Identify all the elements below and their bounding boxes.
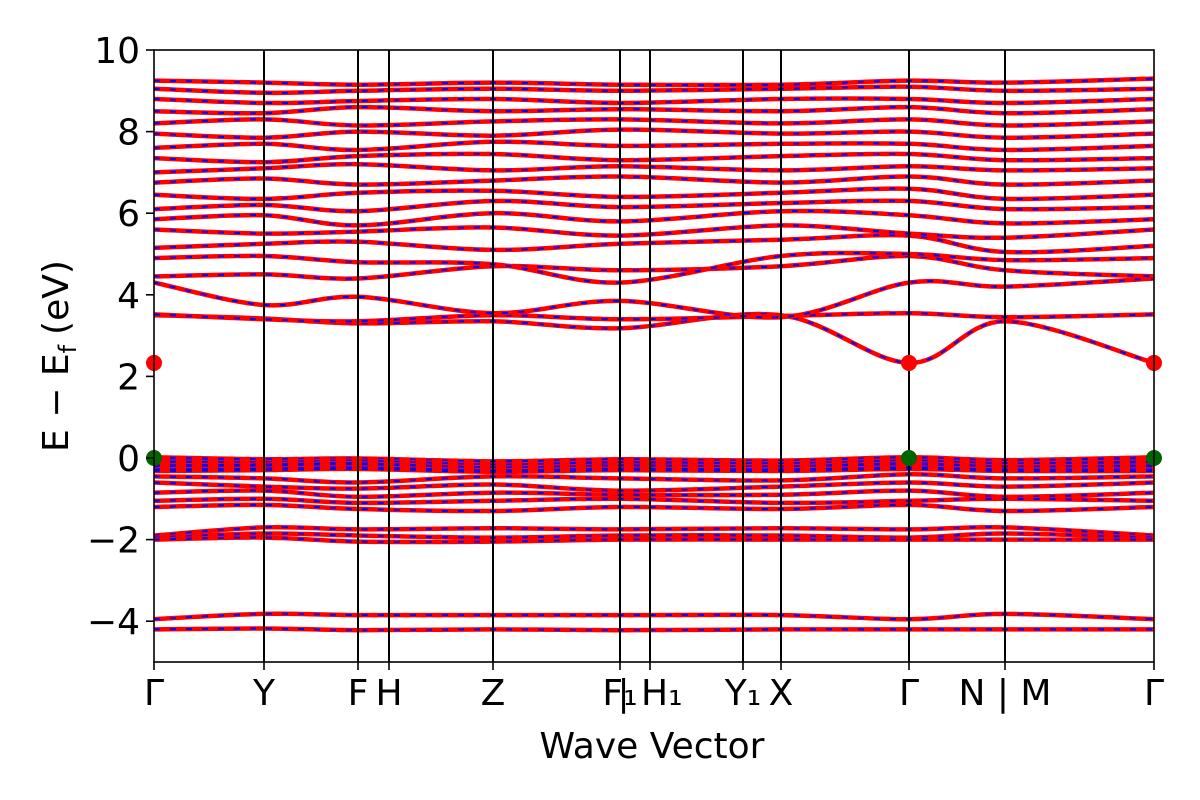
- extremum-marker-1: [901, 354, 917, 371]
- valence-band-3-spin-down: [154, 466, 1154, 473]
- valence-band-10-spin-down: [154, 532, 1154, 539]
- y-axis-label-unit: (eV): [36, 260, 77, 335]
- y-axis-label: E − Ef (eV): [36, 260, 82, 452]
- y-tick-label-1: 8: [117, 113, 140, 154]
- y-axis-label-sub: f: [54, 344, 82, 353]
- y-axis-label-main: E − E: [36, 353, 77, 452]
- y-axis-ticks: 10 8 6 4 2 0 −2 −4: [87, 31, 154, 643]
- y-tick-label-5: 0: [117, 439, 140, 480]
- valence-band-6-spin-down: [154, 489, 1154, 498]
- x-tick-label-9: Γ: [899, 673, 919, 714]
- conduction-band-19-spin-down: [154, 77, 1154, 87]
- conduction-band-18-spin-down: [154, 85, 1154, 94]
- x-tick-label-11: Γ: [1144, 673, 1164, 714]
- x-axis-ticks: Γ Y F H Z F₁| H₁ Y₁ X Γ N | M Γ: [144, 662, 1164, 714]
- y-tick-label-7: −4: [87, 602, 140, 643]
- x-tick-label-3: H: [375, 673, 402, 714]
- conduction-band-6-spin-down: [154, 224, 1154, 239]
- conduction-band-16-spin-down: [154, 106, 1154, 115]
- x-tick-label-5: F₁: [602, 673, 637, 714]
- plot-frame: [153, 49, 1155, 663]
- conduction-band-5-spin-down: [154, 234, 1154, 254]
- y-tick-label-3: 4: [117, 276, 140, 317]
- conduction-band-7-spin-down: [154, 209, 1154, 227]
- x-tick-label-6: | H₁: [617, 673, 682, 714]
- conduction-band-8-spin-down: [154, 199, 1154, 213]
- y-tick-label-4: 2: [117, 357, 140, 398]
- valence-band-7-spin-down: [154, 497, 1154, 504]
- conduction-band-10-spin-down: [154, 175, 1154, 186]
- bands-layer: [154, 76, 1154, 633]
- extremum-marker-4: [901, 450, 917, 466]
- valence-band-13-spin-down: [154, 627, 1154, 632]
- valence-band-12-spin-down: [154, 612, 1154, 621]
- valence-band-5-spin-down: [154, 481, 1154, 492]
- conduction-band-1-spin-down: [154, 312, 1154, 323]
- high-symmetry-lines: [263, 50, 1006, 662]
- conduction-band-3-spin-down: [154, 254, 1154, 280]
- valence-band-9-spin-down: [154, 526, 1154, 537]
- conduction-band-9-spin-down: [154, 187, 1154, 201]
- conduction-band-14-spin-down: [154, 128, 1154, 139]
- x-tick-label-1: Y: [252, 673, 276, 714]
- x-tick-label-8: X: [769, 673, 794, 714]
- conduction-band-2-spin-up: [154, 276, 1154, 320]
- y-tick-label-0: 10: [94, 31, 140, 72]
- conduction-band-12-spin-down: [154, 152, 1154, 164]
- valence-band-8-spin-down: [154, 503, 1154, 513]
- x-tick-label-0: Γ: [144, 673, 164, 714]
- y-tick-label-6: −2: [87, 521, 140, 562]
- y-tick-label-2: 6: [117, 194, 140, 235]
- valence-band-2-spin-down: [154, 462, 1154, 470]
- conduction-band-11-spin-down: [154, 163, 1154, 174]
- x-tick-label-7: Y₁: [724, 673, 761, 714]
- conduction-band-15-spin-down: [154, 118, 1154, 127]
- conduction-band-4-spin-down: [154, 251, 1154, 284]
- x-tick-label-10: N | M: [958, 673, 1051, 714]
- x-tick-label-4: Z: [481, 673, 506, 714]
- x-tick-label-2: F: [348, 673, 369, 714]
- conduction-band-17-spin-down: [154, 97, 1154, 105]
- extrema-markers: [146, 354, 1162, 466]
- valence-band-11-spin-down: [154, 536, 1154, 544]
- x-axis-label: Wave Vector: [540, 726, 765, 767]
- valence-band-4-spin-down: [154, 473, 1154, 484]
- conduction-band-13-spin-down: [154, 140, 1154, 152]
